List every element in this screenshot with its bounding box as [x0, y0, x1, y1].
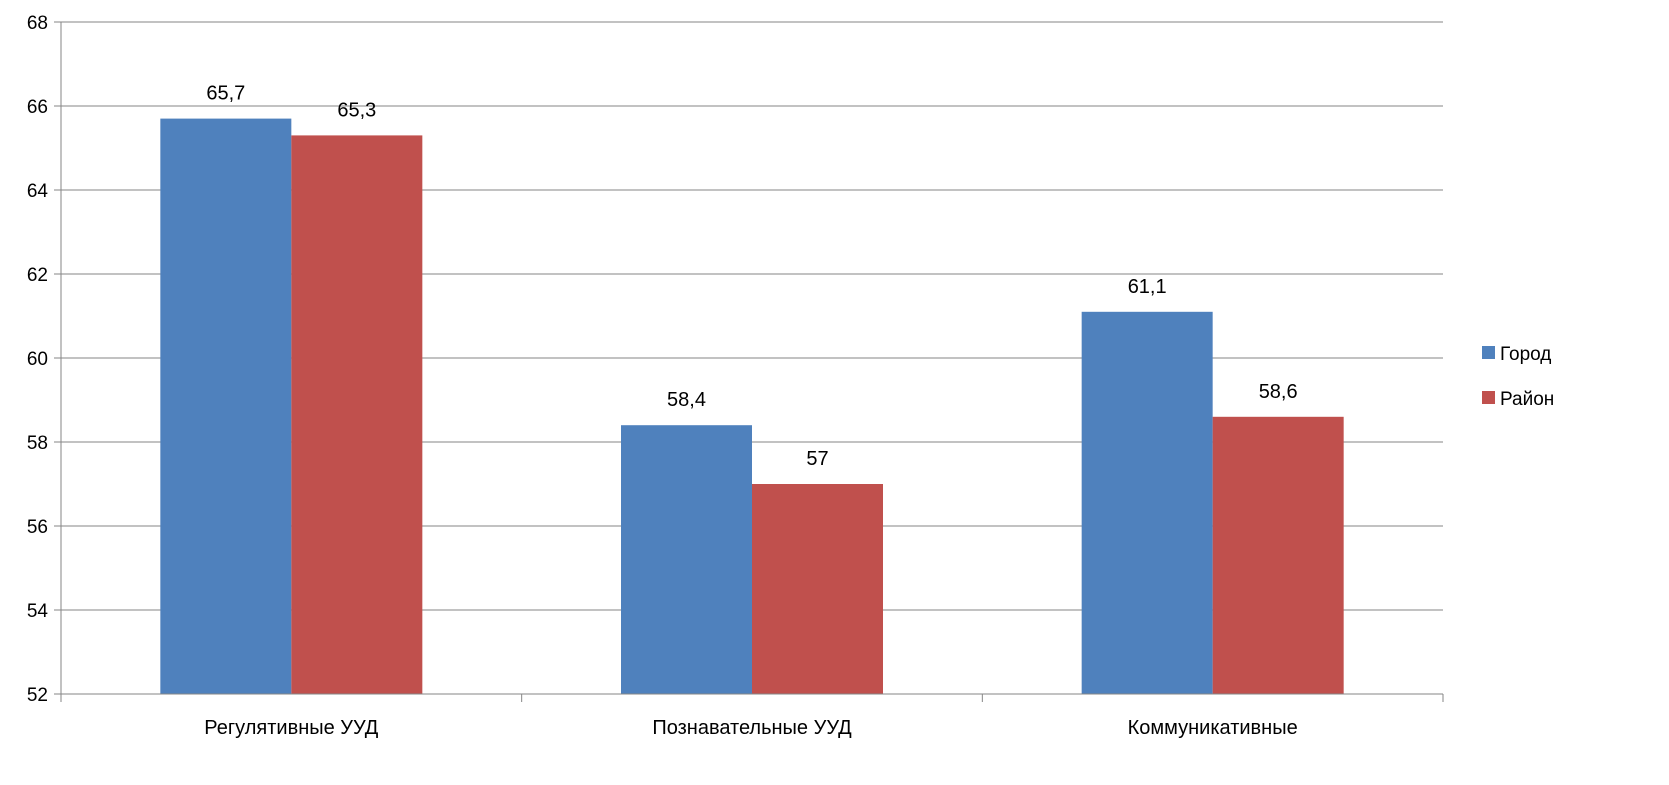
- category-labels: Регулятивные УУД Познавательные УУД Коммун…: [204, 717, 1297, 739]
- y-tick-label: 64: [27, 181, 49, 202]
- data-label: 57: [806, 448, 828, 470]
- legend-swatch: [1482, 346, 1495, 359]
- bar-rayon: [752, 484, 883, 694]
- y-tick-label: 66: [27, 97, 48, 118]
- y-tick-label: 56: [27, 517, 48, 538]
- axes: [60, 22, 1444, 702]
- data-label: 61,1: [1128, 276, 1167, 298]
- y-axis-ticks: 52 54 56 58 60 62 64 66 68: [27, 13, 61, 706]
- y-tick-label: 68: [27, 13, 48, 34]
- bar-rayon: [1212, 416, 1344, 694]
- category-label: Коммуникативные: [1128, 717, 1298, 739]
- y-tick-label: 60: [27, 349, 48, 370]
- data-label: 65,3: [337, 99, 376, 121]
- y-tick-label: 54: [27, 601, 49, 622]
- bar-gorod: [1081, 311, 1213, 694]
- data-label: 58,6: [1259, 381, 1298, 403]
- bar-gorod: [621, 425, 752, 694]
- legend-swatch: [1482, 391, 1495, 404]
- data-label: 65,7: [206, 83, 245, 105]
- bars: [160, 118, 1344, 695]
- y-tick-label: 52: [27, 685, 48, 706]
- bar-rayon: [291, 135, 423, 694]
- category-label: Познавательные УУД: [652, 717, 852, 739]
- category-label: Регулятивные УУД: [204, 717, 379, 739]
- data-labels: 65,7 65,3 58,4 57 61,1 58,6: [206, 83, 1297, 470]
- legend-label: Город: [1500, 344, 1551, 365]
- bar-gorod: [160, 118, 292, 695]
- y-tick-label: 58: [27, 433, 48, 454]
- y-tick-label: 62: [27, 265, 48, 286]
- data-label: 58,4: [667, 389, 706, 411]
- legend-label: Район: [1500, 389, 1554, 410]
- legend: Город Район: [1482, 344, 1554, 410]
